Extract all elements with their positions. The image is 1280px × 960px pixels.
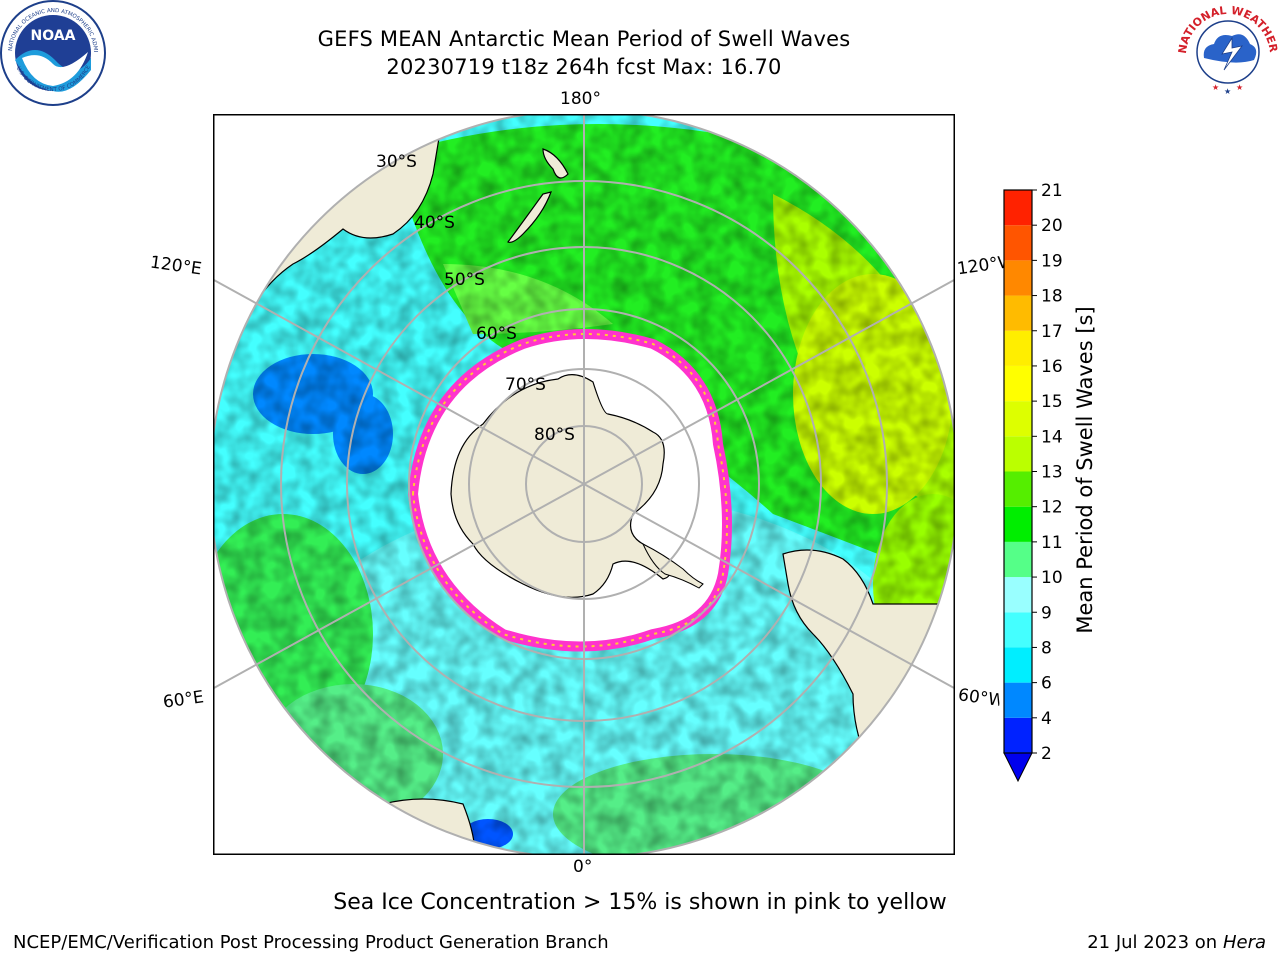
chart-subtitle: 20230719 t18z 264h fcst Max: 16.70 [386,55,782,79]
colorbar-segment [1004,401,1032,437]
colorbar-segment [1004,717,1032,753]
lat-label-50s: 50°S [444,270,485,290]
colorbar-tick-label: 21 [1041,181,1063,201]
svg-text:★: ★ [1224,87,1231,96]
footer-date: 21 Jul 2023 on Hera [1087,932,1266,953]
lon-label-0: 0° [573,857,593,877]
colorbar-title: Mean Period of Swell Waves [s] [1073,306,1097,634]
colorbar-segment [1004,541,1032,578]
colorbar-tick-label: 20 [1041,216,1063,236]
colorbar-tick-label: 11 [1041,533,1063,553]
colorbar-segment [1004,471,1032,507]
lat-label-70s: 70°S [505,375,546,395]
lat-label-60s: 60°S [476,324,517,344]
colorbar-tick-label: 9 [1041,603,1052,623]
colorbar-tick-label: 15 [1041,392,1063,412]
lat-label-80s: 80°S [534,425,575,445]
footer-credit: NCEP/EMC/Verification Post Processing Pr… [13,932,609,953]
colorbar-segment [1004,365,1032,402]
map-panel [213,114,955,855]
footer-machine: Hera [1222,932,1266,953]
colorbar-segment [1004,225,1032,261]
lon-label-180: 180° [560,89,601,109]
colorbar-tick-label: 14 [1041,427,1063,447]
colorbar-under-arrow [1003,752,1033,783]
colorbar-segment [1004,436,1032,472]
colorbar-segment [1004,647,1032,683]
svg-text:★: ★ [1236,83,1243,92]
colorbar-tick-label: 2 [1041,744,1052,764]
colorbar-tick-label: 8 [1041,638,1052,658]
colorbar-segment [1004,190,1032,226]
nws-logo: NATIONAL WEATHER SERVICE ★ ★ ★ [1176,0,1280,98]
lon-label-60e: 60°E [161,687,206,713]
colorbar-segment [1004,682,1032,718]
colorbar-tick-label: 17 [1041,322,1063,342]
colorbar-tick-label: 18 [1041,287,1063,307]
chart-title: GEFS MEAN Antarctic Mean Period of Swell… [317,27,851,51]
colorbar-tick-label: 13 [1041,463,1063,483]
colorbar-tick-label: 4 [1041,709,1052,729]
colorbar-segment [1004,612,1032,648]
lat-label-30s: 30°S [376,152,417,172]
lon-label-120e: 120°E [148,252,203,280]
colorbar: 2 4 6 8 9 10 11 12 13 14 15 16 17 18 19 20 21 [1003,181,1063,783]
lat-label-40s: 40°S [414,213,455,233]
footer-date-text: 21 Jul 2023 on [1087,932,1223,953]
colorbar-tick-label: 12 [1041,498,1063,518]
colorbar-tick-label: 19 [1041,251,1063,271]
colorbar-tick-label: 6 [1041,674,1052,694]
colorbar-segment [1004,330,1032,366]
colorbar-segment [1004,577,1032,613]
colorbar-segment [1004,295,1032,331]
caption: Sea Ice Concentration > 15% is shown in … [333,890,947,915]
colorbar-segment [1004,506,1032,542]
svg-text:★: ★ [1212,83,1219,92]
colorbar-segment [1004,260,1032,296]
noaa-logo: NOAA NATIONAL OCEANIC AND ATMOSPHERIC AD… [0,0,106,106]
colorbar-tick-label: 10 [1041,568,1063,588]
colorbar-tick-label: 16 [1041,357,1063,377]
svg-text:NOAA: NOAA [31,28,76,44]
